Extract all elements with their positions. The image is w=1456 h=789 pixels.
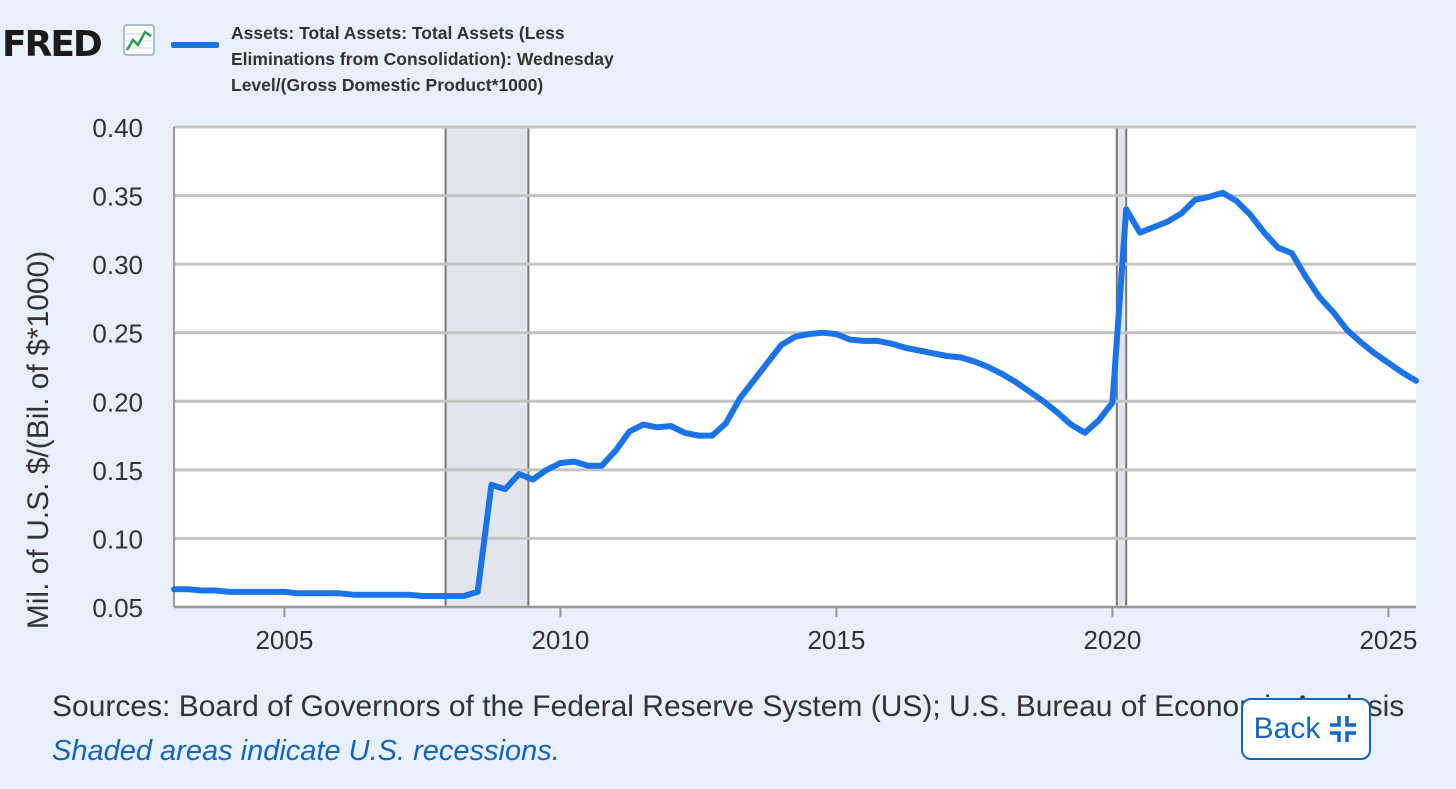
back-label: Back: [1253, 712, 1321, 745]
line-chart-icon: [123, 24, 155, 56]
y-tick-label-3: 0.20: [92, 387, 143, 417]
series-line-0: [171, 189, 1419, 599]
sources-text: Sources: Board of Governors of the Feder…: [52, 690, 1405, 723]
y-axis-label: Mil. of U.S. $/(Bil. of $*1000): [22, 251, 55, 630]
y-tick-label-6: 0.35: [92, 182, 143, 212]
recession-note: Shaded areas indicate U.S. recessions.: [52, 735, 560, 767]
x-tick-label-3: 2020: [1083, 625, 1141, 655]
line-chart: Mil. of U.S. $/(Bil. of $*1000) 0.05 0.10…: [22, 113, 1419, 655]
x-tick-label-0: 2005: [255, 625, 313, 655]
y-tick-label-2: 0.15: [92, 456, 143, 486]
y-tick-label-5: 0.30: [92, 250, 143, 280]
y-tick-label-0: 0.05: [92, 593, 143, 623]
y-tick-label-1: 0.10: [92, 524, 143, 554]
x-tick-label-4: 2025: [1359, 625, 1417, 655]
legend-label: Assets: Total Assets: Total Assets (Less…: [231, 23, 614, 95]
y-tick-label-7: 0.40: [92, 113, 143, 143]
plot-area: [174, 127, 1416, 607]
recession-band-1: [1116, 127, 1127, 607]
legend-swatch: [171, 42, 219, 48]
x-tick-label-2: 2015: [807, 625, 865, 655]
x-tick-label-1: 2010: [531, 625, 589, 655]
back-button[interactable]: Back: [1241, 698, 1371, 760]
chart-header: FRED Assets: Total Assets: Total Assets …: [0, 10, 1456, 100]
fred-logo[interactable]: FRED: [2, 24, 103, 65]
collapse-icon: [1330, 716, 1357, 742]
y-tick-label-4: 0.25: [92, 319, 143, 349]
